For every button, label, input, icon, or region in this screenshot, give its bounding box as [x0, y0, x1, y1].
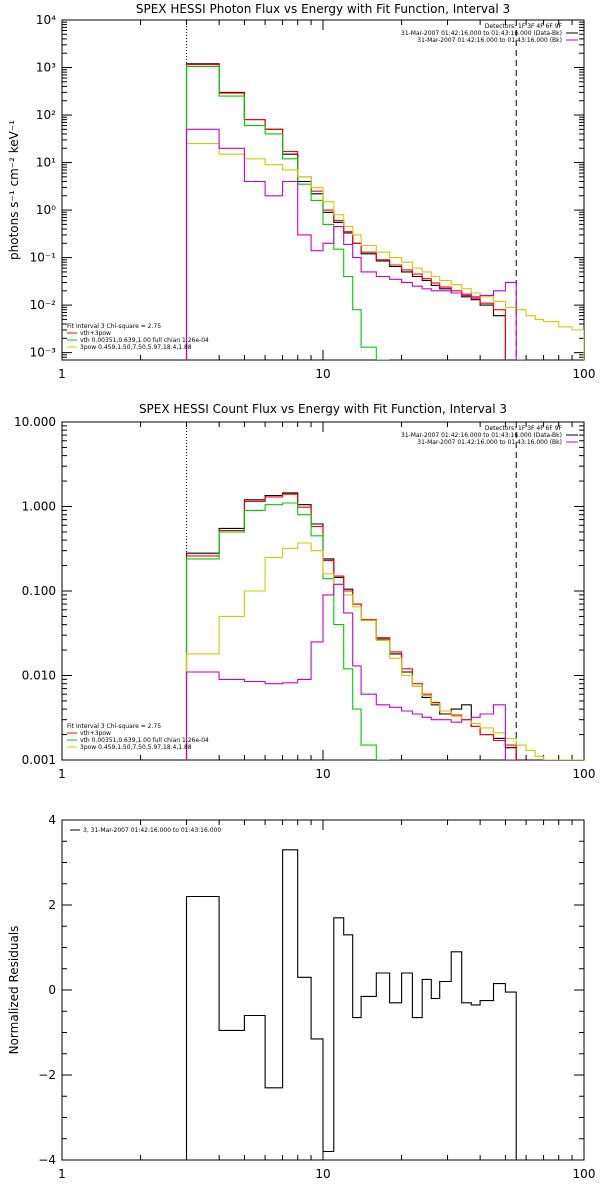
- y-tick-label: 10⁰: [36, 203, 56, 217]
- y-tick-label: 0.100: [22, 584, 56, 598]
- x-tick-label: 100: [573, 767, 596, 781]
- chart-title: SPEX HESSI Photon Flux vs Energy with Fi…: [136, 2, 510, 16]
- y-tick-label: −4: [38, 1153, 56, 1167]
- y-tick-label: 1.000: [22, 500, 56, 514]
- x-tick-label: 10: [315, 1167, 330, 1181]
- chart-title: SPEX HESSI Count Flux vs Energy with Fit…: [139, 402, 507, 416]
- y-tick-label: 2: [48, 898, 56, 912]
- y-tick-label: 10⁴: [36, 13, 56, 27]
- series-vth: [185, 65, 390, 360]
- legend-entry: 31-Mar-2007 01:42:16.000 to 01:43:16.000…: [417, 37, 562, 44]
- legend-header: Fit Interval 3 Chi-square = 2.75: [67, 323, 161, 330]
- y-tick-label: 10.000: [14, 415, 56, 429]
- legend-entry: vth 0.00351,0.639,1.00 full chian 1.26e-…: [80, 737, 209, 744]
- y-tick-label: 0: [48, 983, 56, 997]
- y-tick-label: 10¹: [36, 156, 56, 170]
- y-tick-label: 0.001: [22, 753, 56, 767]
- series-vth-3pow: [185, 64, 506, 360]
- series-data-bk: [185, 63, 506, 360]
- x-tick-label: 10: [315, 367, 330, 381]
- series-3pow: [185, 143, 584, 360]
- series-bk: [185, 583, 517, 760]
- y-tick-label: −2: [38, 1068, 56, 1082]
- x-tick-label: 100: [573, 367, 596, 381]
- y-tick-label: 10⁻²: [30, 298, 57, 312]
- y-tick-label: 10³: [36, 61, 56, 75]
- series-group: [185, 492, 584, 760]
- legend-legend_bottom: Fit Interval 3 Chi-square = 2.75vth+3pow…: [67, 723, 209, 751]
- x-tick-label: 1: [58, 367, 66, 381]
- legend-entry: 31-Mar-2007 01:42:16.000 to 01:43:16.000…: [401, 30, 562, 37]
- legend-header: Detectors: 1F 3F 4F 6F 9F: [485, 23, 563, 30]
- series-residuals: [185, 849, 517, 1160]
- y-tick-label: 10²: [36, 108, 56, 122]
- y-axis-label: Normalized Residuals: [7, 926, 21, 1055]
- legend-entry: 3pow 0.459,1.50,7.50,5.97,18.4,1.88: [80, 744, 192, 751]
- x-tick-label: 100: [573, 1167, 596, 1181]
- y-tick-label: 10⁻¹: [30, 251, 57, 265]
- legend-entry: vth 0.00351,0.639,1.00 full chian 1.26e-…: [80, 337, 209, 344]
- series-group: [185, 63, 584, 360]
- chart-panel-3: Normalized Residuals 1 10 100 −4 −2 0 2 4 3, 31-M…: [7, 813, 595, 1181]
- chart-panel-1: SPEX HESSI Photon Flux vs Energy with Fi…: [7, 2, 595, 381]
- chart-panel-2: SPEX HESSI Count Flux vs Energy with Fit…: [14, 402, 595, 781]
- series-group: [185, 849, 517, 1160]
- x-tick-label: 1: [58, 767, 66, 781]
- x-tick-label: 1: [58, 1167, 66, 1181]
- legend-entry: 31-Mar-2007 01:42:16.000 to 01:43:16.000…: [401, 432, 562, 439]
- y-tick-label: 10⁻³: [30, 346, 57, 360]
- legend-legend_bottom: Fit Interval 3 Chi-square = 2.75vth+3pow…: [67, 323, 209, 351]
- y-axis-label: photons s⁻¹ cm⁻² keV⁻¹: [7, 120, 21, 260]
- series-3pow: [185, 542, 584, 760]
- series-bk: [185, 128, 527, 360]
- legend-legend_top: 3, 31-Mar-2007 01:42:16.000 to 01:43:16.…: [70, 827, 221, 834]
- legend-entry: vth+3pow: [80, 330, 111, 337]
- legend-entry: 3, 31-Mar-2007 01:42:16.000 to 01:43:16.…: [83, 827, 221, 834]
- legend-header: Detectors: 1F 3F 4F 6F 9F: [485, 425, 563, 432]
- y-tick-label: 0.010: [22, 669, 56, 683]
- series-vth: [185, 502, 390, 760]
- legend-entry: 31-Mar-2007 01:42:16.000 to 01:43:16.000…: [417, 439, 562, 446]
- y-tick-label: 4: [48, 813, 56, 827]
- x-tick-label: 10: [315, 767, 330, 781]
- legend-header: Fit Interval 3 Chi-square = 2.75: [67, 723, 161, 730]
- legend-entry: vth+3pow: [80, 730, 111, 737]
- legend-entry: 3pow 0.459,1.50,7.50,5.97,18.4,1.88: [80, 344, 192, 351]
